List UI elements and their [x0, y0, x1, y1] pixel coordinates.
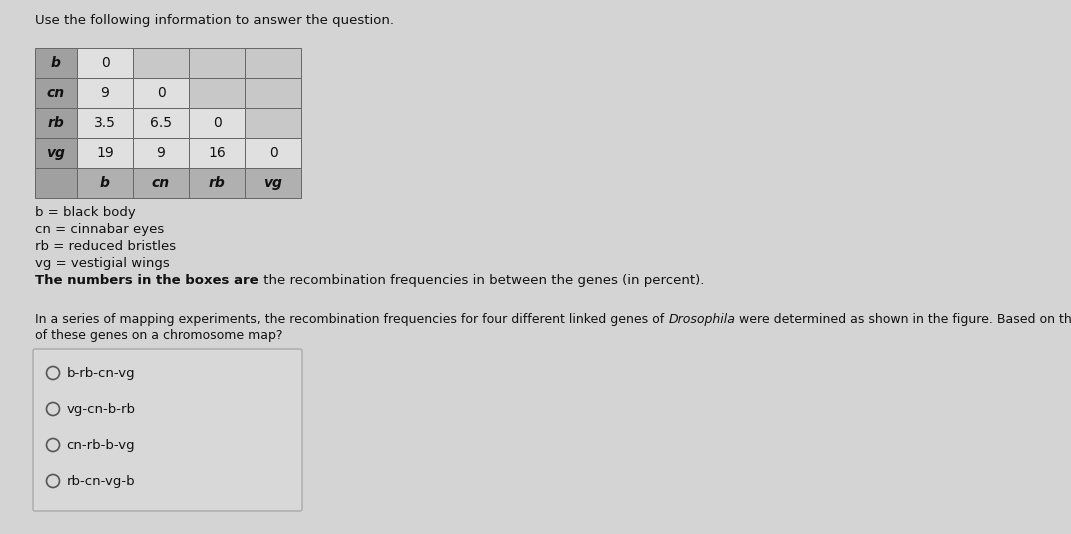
Bar	[188, 78, 245, 108]
Text: vg: vg	[263, 176, 283, 190]
Bar	[35, 138, 77, 168]
Text: cn = cinnabar eyes: cn = cinnabar eyes	[35, 223, 164, 236]
Bar	[77, 108, 133, 138]
Bar	[133, 108, 188, 138]
Bar	[188, 48, 245, 78]
Text: rb: rb	[47, 116, 64, 130]
Text: vg-cn-b-rb: vg-cn-b-rb	[66, 403, 136, 415]
Text: of these genes on a chromosome map?: of these genes on a chromosome map?	[35, 329, 283, 342]
Bar	[77, 138, 133, 168]
Bar	[245, 138, 301, 168]
Text: 3.5: 3.5	[94, 116, 116, 130]
Bar	[188, 138, 245, 168]
Text: 6.5: 6.5	[150, 116, 172, 130]
Bar	[35, 168, 77, 198]
FancyBboxPatch shape	[33, 349, 302, 511]
Bar	[133, 168, 188, 198]
Text: Drosophila: Drosophila	[668, 313, 735, 326]
Text: Use the following information to answer the question.: Use the following information to answer …	[35, 14, 394, 27]
Text: 16: 16	[208, 146, 226, 160]
Bar	[245, 168, 301, 198]
Text: cn: cn	[152, 176, 170, 190]
Circle shape	[46, 475, 60, 488]
Circle shape	[46, 366, 60, 380]
Text: 9: 9	[101, 86, 109, 100]
Text: the recombination frequencies in between the genes (in percent).: the recombination frequencies in between…	[258, 274, 704, 287]
Text: rb: rb	[209, 176, 225, 190]
Text: 0: 0	[269, 146, 277, 160]
Text: b-rb-cn-vg: b-rb-cn-vg	[66, 366, 135, 380]
Bar	[245, 108, 301, 138]
Text: cn: cn	[47, 86, 65, 100]
Text: 19: 19	[96, 146, 114, 160]
Bar	[35, 78, 77, 108]
Text: 9: 9	[156, 146, 165, 160]
Text: 0: 0	[213, 116, 222, 130]
Text: 0: 0	[156, 86, 165, 100]
Circle shape	[46, 438, 60, 452]
Bar	[133, 48, 188, 78]
Text: were determined as shown in the figure. Based on this information,: were determined as shown in the figure. …	[735, 313, 1071, 326]
Bar	[77, 48, 133, 78]
Text: rb-cn-vg-b: rb-cn-vg-b	[66, 475, 135, 488]
Text: The numbers in the boxes are: The numbers in the boxes are	[35, 274, 258, 287]
Text: In a series of mapping experiments, the recombination frequencies for four diffe: In a series of mapping experiments, the …	[35, 313, 668, 326]
Bar	[35, 108, 77, 138]
Bar	[245, 48, 301, 78]
Bar	[188, 168, 245, 198]
Circle shape	[46, 403, 60, 415]
Text: cn-rb-b-vg: cn-rb-b-vg	[66, 438, 135, 452]
Text: b: b	[51, 56, 61, 70]
Text: b = black body: b = black body	[35, 206, 136, 219]
Text: vg: vg	[46, 146, 65, 160]
Bar	[245, 78, 301, 108]
Text: rb = reduced bristles: rb = reduced bristles	[35, 240, 176, 253]
Bar	[133, 138, 188, 168]
Bar	[133, 78, 188, 108]
Bar	[188, 108, 245, 138]
Bar	[35, 48, 77, 78]
Bar	[77, 168, 133, 198]
Text: 0: 0	[101, 56, 109, 70]
Text: vg = vestigial wings: vg = vestigial wings	[35, 257, 169, 270]
Bar	[77, 78, 133, 108]
Text: b: b	[100, 176, 110, 190]
